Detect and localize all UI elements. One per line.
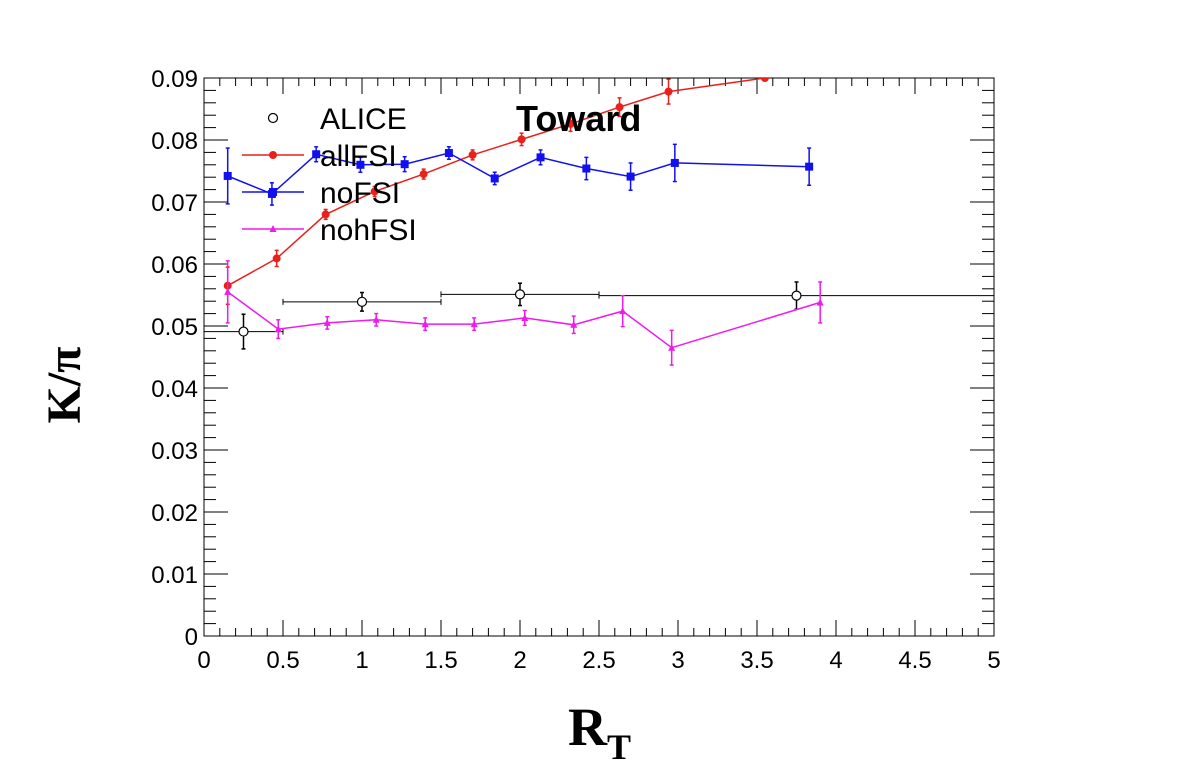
legend-entry-nohfsi: nohFSI <box>242 214 417 247</box>
series-allfsi <box>223 78 769 306</box>
x-tick-label: 1.5 <box>424 647 457 674</box>
series-layer <box>204 78 994 366</box>
data-point <box>619 307 627 315</box>
data-point <box>468 150 477 159</box>
x-tick-label: 2 <box>513 647 526 674</box>
data-point <box>536 153 545 162</box>
data-point <box>223 171 232 180</box>
data-point <box>670 158 679 167</box>
series-nofsi <box>223 143 814 206</box>
x-axis-title-main: R <box>568 697 608 757</box>
y-tick-labels: 0 0.01 0.02 0.03 0.04 0.05 0.06 0.07 0.08 0.09 <box>151 66 198 651</box>
y-tick-label: 0.02 <box>151 500 198 527</box>
legend-label: allFSI <box>320 140 397 173</box>
data-point <box>805 162 814 171</box>
data-point <box>274 325 282 333</box>
y-tick-label: 0.03 <box>151 438 198 465</box>
data-point <box>356 160 365 169</box>
data-point <box>370 187 379 196</box>
data-point <box>224 287 232 295</box>
y-axis-title: K/π <box>38 347 91 424</box>
series-line-nofsi <box>227 152 810 195</box>
y-tick-label: 0.09 <box>151 66 198 93</box>
legend-entry-allfsi: allFSI <box>242 140 397 173</box>
toward-annotation: Toward <box>516 98 641 139</box>
data-point <box>323 318 331 326</box>
legend-label: nohFSI <box>320 214 417 247</box>
x-tick-label: 2.5 <box>582 647 615 674</box>
legend-entry-alice: ALICE <box>267 103 407 136</box>
x-tick-label: 4.5 <box>898 647 931 674</box>
data-point <box>238 326 249 337</box>
x-tick-label: 0 <box>197 647 210 674</box>
legend-label: ALICE <box>320 103 407 136</box>
y-tick-label: 0.06 <box>151 252 198 279</box>
data-point <box>668 343 676 351</box>
y-tick-label: 0.07 <box>151 190 198 217</box>
data-point <box>582 164 591 173</box>
data-point <box>791 290 802 301</box>
x-axis-title: RT <box>568 697 631 767</box>
x-tick-label: 3.5 <box>740 647 773 674</box>
y-tick-label: 0.05 <box>151 314 198 341</box>
data-point <box>470 320 478 328</box>
legend: ALICE allFSI noFSI nohFSI <box>242 103 417 247</box>
series-nohfsi <box>224 260 824 366</box>
y-tick-label: 0.04 <box>151 376 198 403</box>
legend-marker <box>267 112 279 124</box>
data-point <box>570 320 578 328</box>
x-tick-label: 1 <box>355 647 368 674</box>
data-point <box>626 172 635 181</box>
y-tick-label: 0 <box>185 624 198 651</box>
data-point <box>615 103 624 112</box>
data-point <box>372 315 380 323</box>
data-point <box>272 254 281 263</box>
x-tick-labels: 0 0.5 1 1.5 2 2.5 3 3.5 4 4.5 5 <box>197 647 1000 674</box>
axis-ticks <box>203 77 995 637</box>
legend-entry-nofsi: noFSI <box>242 177 400 210</box>
data-point <box>400 160 409 169</box>
y-tick-label: 0.01 <box>151 562 198 589</box>
y-tick-label: 0.08 <box>151 128 198 155</box>
data-point <box>760 78 769 82</box>
data-point <box>321 210 330 219</box>
data-point <box>517 135 526 144</box>
data-point <box>444 149 453 158</box>
x-axis-title-sub: T <box>607 727 631 767</box>
legend-marker <box>269 188 277 196</box>
data-point <box>356 296 368 307</box>
data-point <box>419 170 428 179</box>
legend-marker <box>269 225 277 232</box>
data-point <box>312 150 321 159</box>
data-point <box>566 119 575 128</box>
data-point <box>514 289 526 300</box>
x-tick-label: 3 <box>671 647 684 674</box>
data-point <box>816 298 824 306</box>
data-point <box>421 320 429 328</box>
x-tick-label: 4 <box>829 647 842 674</box>
legend-marker <box>269 151 277 159</box>
data-point <box>664 87 673 96</box>
data-point <box>521 313 529 321</box>
legend-label: noFSI <box>320 177 400 210</box>
series-alice <box>204 281 994 350</box>
x-tick-label: 5 <box>987 647 1000 674</box>
x-tick-label: 0.5 <box>266 647 299 674</box>
data-point <box>490 174 499 183</box>
